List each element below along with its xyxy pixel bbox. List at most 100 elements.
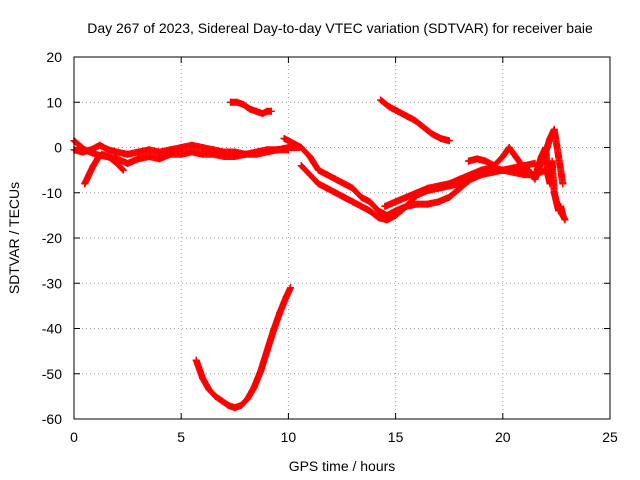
data-point bbox=[445, 193, 453, 201]
data-point bbox=[252, 150, 260, 158]
data-point bbox=[366, 198, 374, 206]
data-point bbox=[239, 101, 247, 109]
data-point bbox=[490, 162, 498, 170]
data-point bbox=[94, 155, 102, 163]
y-tick-label: 10 bbox=[46, 94, 62, 110]
data-point bbox=[297, 144, 305, 151]
data-point bbox=[394, 107, 402, 115]
data-point bbox=[250, 383, 258, 391]
data-point bbox=[306, 171, 314, 179]
data-point bbox=[402, 112, 410, 120]
data-point bbox=[104, 153, 112, 161]
data-point bbox=[134, 155, 142, 163]
series-track-c-high bbox=[227, 98, 275, 118]
data-point bbox=[145, 153, 153, 161]
data-point bbox=[287, 284, 295, 292]
data-point bbox=[555, 207, 563, 215]
data-point bbox=[246, 105, 254, 113]
x-axis-label: GPS time / hours bbox=[289, 458, 396, 474]
data-point bbox=[212, 392, 220, 400]
data-point bbox=[366, 207, 374, 215]
data-point bbox=[314, 166, 322, 174]
data-point bbox=[218, 397, 226, 405]
data-point bbox=[87, 146, 95, 154]
data-point bbox=[96, 141, 104, 149]
data-point bbox=[188, 141, 196, 149]
data-point bbox=[428, 130, 436, 138]
data-point bbox=[314, 180, 322, 188]
chart-title: Day 267 of 2023, Sidereal Day-to-day VTE… bbox=[87, 20, 593, 36]
data-point bbox=[227, 98, 235, 106]
data-point bbox=[323, 171, 331, 179]
data-point bbox=[89, 162, 97, 170]
data-point bbox=[434, 198, 442, 206]
data-point bbox=[392, 211, 400, 219]
data-point bbox=[166, 146, 174, 154]
data-point bbox=[542, 144, 550, 151]
data-point bbox=[282, 293, 290, 301]
data-point bbox=[557, 202, 565, 210]
data-point bbox=[91, 150, 99, 158]
grid-lines bbox=[74, 57, 610, 419]
axis-ticks: 0 5 10 15 20 25 -60 -50 -40 -30 -20 -10 0 10 20 bbox=[42, 49, 618, 445]
data-point bbox=[263, 347, 271, 355]
data-point bbox=[209, 146, 217, 154]
x-tick-label: 10 bbox=[281, 429, 297, 445]
data-point bbox=[124, 150, 132, 158]
data-point bbox=[381, 202, 389, 210]
plot-frame bbox=[73, 56, 611, 420]
data-point bbox=[289, 139, 297, 147]
data-point bbox=[104, 146, 112, 154]
data-point bbox=[505, 144, 513, 151]
x-tick-label: 25 bbox=[602, 429, 618, 445]
data-point bbox=[357, 193, 365, 201]
data-point bbox=[145, 146, 153, 154]
x-tick-label: 15 bbox=[388, 429, 404, 445]
data-point bbox=[402, 193, 410, 201]
series-markers bbox=[81, 150, 127, 188]
data-point bbox=[559, 180, 567, 188]
data-point bbox=[269, 327, 277, 335]
data-point bbox=[374, 214, 382, 222]
data-point bbox=[274, 146, 282, 154]
series-track-b-dip bbox=[192, 284, 295, 412]
data-point bbox=[263, 148, 271, 156]
data-point bbox=[280, 134, 288, 142]
data-point bbox=[499, 166, 507, 174]
data-point bbox=[525, 166, 533, 174]
data-point bbox=[113, 159, 121, 167]
data-point bbox=[244, 395, 252, 403]
data-point bbox=[199, 150, 207, 158]
data-point bbox=[199, 374, 207, 382]
data-point bbox=[177, 144, 185, 151]
data-point bbox=[413, 189, 421, 197]
data-point bbox=[537, 153, 545, 161]
data-point bbox=[559, 211, 567, 219]
data-point bbox=[518, 162, 526, 170]
data-point bbox=[177, 150, 185, 158]
data-point bbox=[434, 182, 442, 190]
data-point bbox=[233, 98, 241, 106]
data-point bbox=[374, 207, 382, 215]
series-track-f-upper bbox=[377, 96, 453, 145]
data-point bbox=[79, 148, 87, 156]
y-tick-label: -20 bbox=[42, 230, 62, 246]
data-point bbox=[413, 200, 421, 208]
data-point bbox=[81, 180, 89, 188]
data-point bbox=[531, 175, 539, 183]
data-point bbox=[332, 175, 340, 183]
y-axis-label: SDTVAR / TECUs bbox=[6, 182, 22, 294]
data-point bbox=[124, 159, 132, 167]
data-point bbox=[349, 198, 357, 206]
data-point bbox=[134, 148, 142, 156]
data-point bbox=[464, 157, 472, 165]
data-point bbox=[424, 200, 432, 208]
series-markers bbox=[192, 284, 295, 412]
data-point bbox=[520, 171, 528, 179]
data-point bbox=[512, 153, 520, 161]
data-point bbox=[377, 96, 385, 104]
data-point bbox=[156, 148, 164, 156]
data-point bbox=[242, 150, 250, 158]
data-point bbox=[419, 123, 427, 131]
data-point bbox=[205, 386, 213, 394]
